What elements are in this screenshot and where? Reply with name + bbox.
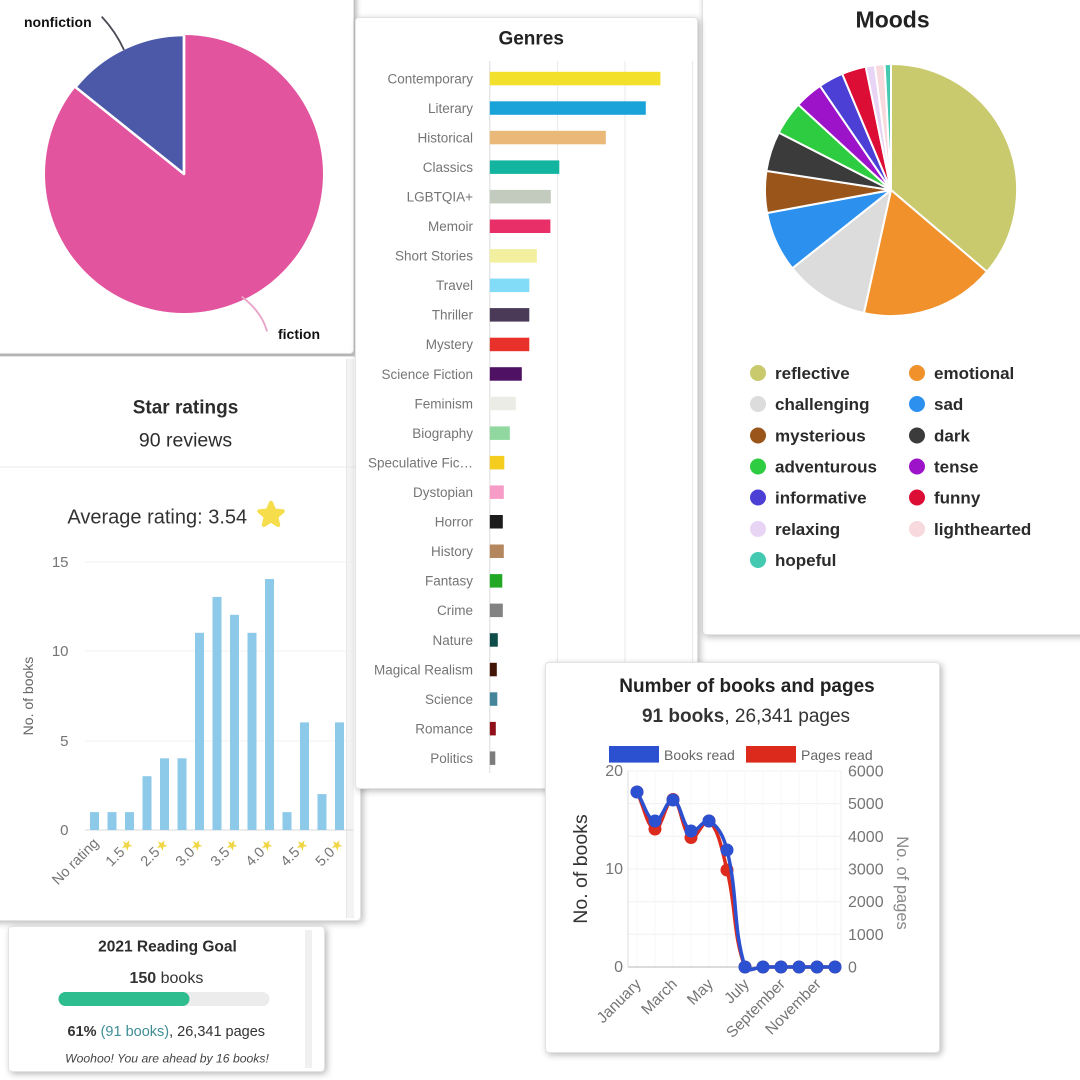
svg-text:No rating: No rating <box>49 836 102 889</box>
svg-text:10: 10 <box>605 861 623 878</box>
svg-text:2000: 2000 <box>848 894 884 911</box>
svg-text:Classics: Classics <box>423 160 474 175</box>
svg-text:Politics: Politics <box>430 751 473 766</box>
svg-text:Genres: Genres <box>498 29 563 50</box>
svg-text:91 books, 26,341 pages: 91 books, 26,341 pages <box>642 706 850 727</box>
svg-text:15: 15 <box>52 554 69 571</box>
svg-text:150 books: 150 books <box>129 970 203 987</box>
svg-text:Pages read: Pages read <box>801 747 873 763</box>
svg-text:3000: 3000 <box>848 862 884 879</box>
svg-text:LGBTQIA+: LGBTQIA+ <box>407 190 474 205</box>
svg-text:4.5★: 4.5★ <box>277 835 312 870</box>
svg-text:20: 20 <box>605 763 623 780</box>
svg-text:Memoir: Memoir <box>428 219 474 234</box>
svg-text:Science Fiction: Science Fiction <box>381 367 473 382</box>
svg-text:Contemporary: Contemporary <box>387 71 473 86</box>
svg-text:5.0★: 5.0★ <box>312 835 347 870</box>
svg-text:Speculative Fic…: Speculative Fic… <box>368 456 473 471</box>
svg-text:Crime: Crime <box>437 603 473 618</box>
svg-text:Magical Realism: Magical Realism <box>374 662 473 677</box>
svg-text:Biography: Biography <box>412 426 473 441</box>
svg-text:Fantasy: Fantasy <box>425 574 473 589</box>
svg-text:Number of books and pages: Number of books and pages <box>619 676 874 697</box>
svg-text:Short Stories: Short Stories <box>395 249 473 264</box>
svg-text:No. of books: No. of books <box>570 814 592 924</box>
svg-text:adventurous: adventurous <box>775 458 877 477</box>
svg-text:nonfiction: nonfiction <box>24 14 92 30</box>
svg-text:Woohoo! You are ahead by 16 bo: Woohoo! You are ahead by 16 books! <box>65 1052 269 1066</box>
svg-text:0: 0 <box>614 959 623 976</box>
svg-text:Travel: Travel <box>436 278 473 293</box>
svg-text:informative: informative <box>775 489 867 508</box>
svg-text:10: 10 <box>52 643 69 660</box>
svg-text:hopeful: hopeful <box>775 551 836 570</box>
svg-text:Science: Science <box>425 692 473 707</box>
svg-text:3.5★: 3.5★ <box>207 835 242 870</box>
svg-text:6000: 6000 <box>848 764 884 781</box>
svg-text:5: 5 <box>60 733 68 750</box>
svg-text:4000: 4000 <box>848 829 884 846</box>
svg-text:relaxing: relaxing <box>775 520 840 539</box>
svg-text:Feminism: Feminism <box>414 396 473 411</box>
svg-text:Literary: Literary <box>428 101 473 116</box>
svg-text:Horror: Horror <box>435 515 474 530</box>
svg-text:May: May <box>684 976 717 1009</box>
svg-text:90 reviews: 90 reviews <box>139 430 232 452</box>
svg-text:Historical: Historical <box>417 130 473 145</box>
svg-text:1000: 1000 <box>848 927 884 944</box>
svg-text:January: January <box>594 976 645 1027</box>
svg-text:3.0★: 3.0★ <box>172 835 207 870</box>
svg-text:No. of pages: No. of pages <box>893 836 911 930</box>
svg-text:lighthearted: lighthearted <box>934 520 1031 539</box>
svg-text:Romance: Romance <box>415 721 473 736</box>
svg-text:funny: funny <box>934 489 981 508</box>
svg-text:0: 0 <box>60 822 68 839</box>
svg-text:fiction: fiction <box>278 326 320 342</box>
svg-text:Moods: Moods <box>856 7 930 33</box>
svg-text:Star ratings: Star ratings <box>133 398 239 419</box>
svg-text:1.5★: 1.5★ <box>102 835 137 870</box>
svg-text:Books read: Books read <box>664 747 735 763</box>
svg-text:tense: tense <box>934 458 978 477</box>
svg-text:reflective: reflective <box>775 364 850 383</box>
svg-text:July: July <box>721 976 753 1008</box>
svg-text:dark: dark <box>934 427 970 446</box>
svg-text:4.0★: 4.0★ <box>242 835 277 870</box>
svg-text:5000: 5000 <box>848 796 884 813</box>
svg-text:2021 Reading Goal: 2021 Reading Goal <box>98 938 237 955</box>
svg-text:challenging: challenging <box>775 395 869 414</box>
svg-text:Mystery: Mystery <box>426 337 474 352</box>
svg-text:2.5★: 2.5★ <box>137 835 172 870</box>
svg-text:61% (91 books), 26,341 pages: 61% (91 books), 26,341 pages <box>68 1024 266 1040</box>
svg-text:mysterious: mysterious <box>775 427 866 446</box>
svg-text:Dystopian: Dystopian <box>413 485 473 500</box>
svg-text:Average rating: 3.54: Average rating: 3.54 <box>67 507 247 529</box>
svg-text:Nature: Nature <box>432 633 473 648</box>
svg-text:emotional: emotional <box>934 364 1014 383</box>
svg-text:0: 0 <box>848 960 857 977</box>
svg-text:History: History <box>431 544 473 559</box>
svg-text:Thriller: Thriller <box>432 308 474 323</box>
svg-text:sad: sad <box>934 395 963 414</box>
svg-text:No. of books: No. of books <box>20 657 36 736</box>
svg-text:March: March <box>638 976 680 1018</box>
